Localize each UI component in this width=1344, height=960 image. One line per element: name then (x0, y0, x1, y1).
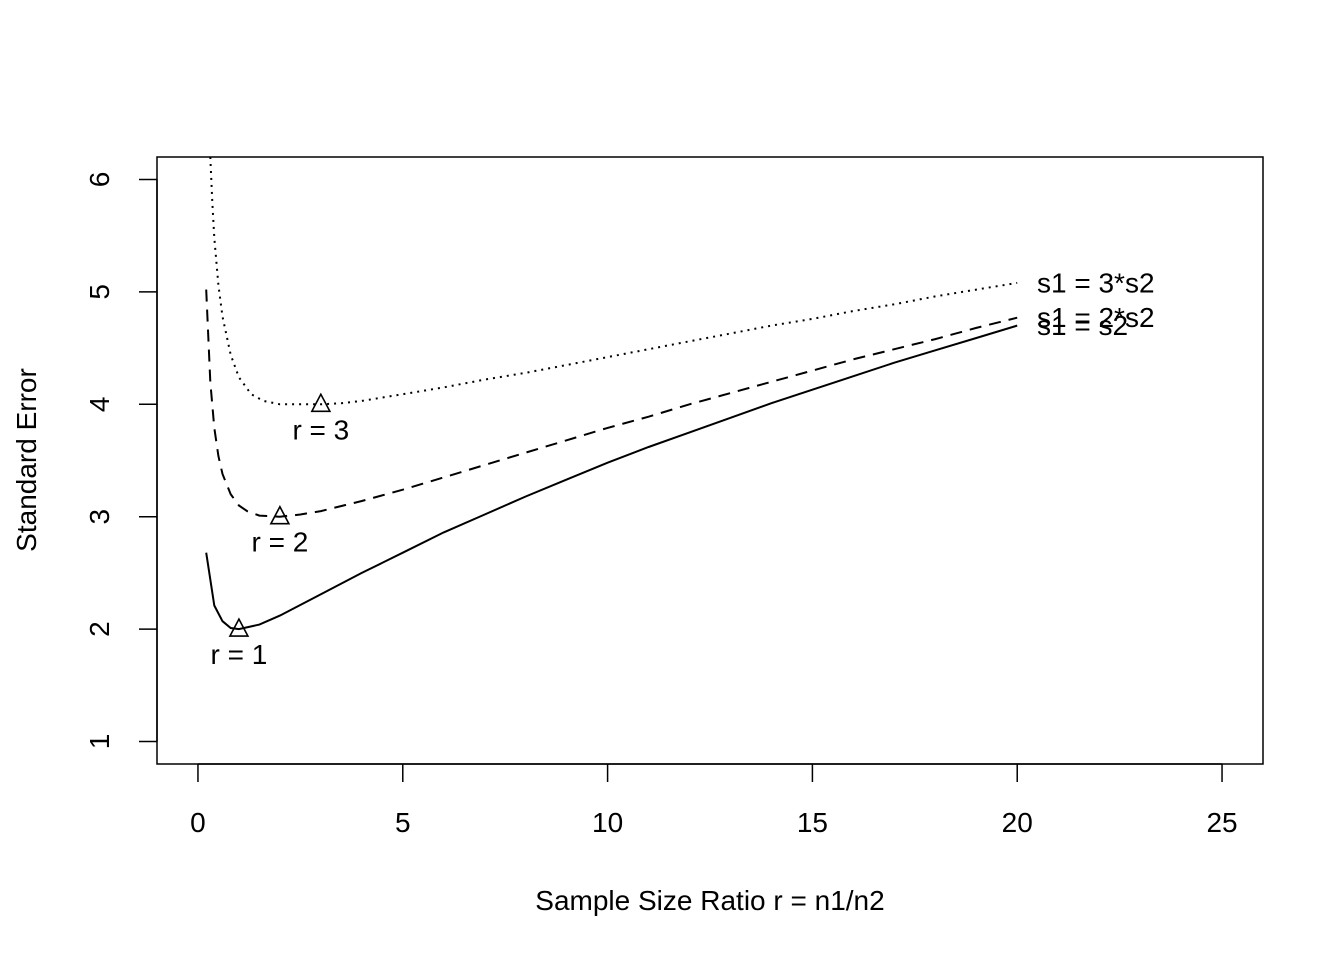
minimum-marker-3 (310, 392, 332, 413)
x-axis-title: Sample Size Ratio r = n1/n2 (535, 885, 884, 916)
series-label-1: s1 = s2 (1037, 310, 1128, 341)
marker-layer (228, 392, 332, 637)
series-line-1 (205, 324, 1018, 631)
y-tick-label-0: 1 (84, 734, 115, 750)
x-tick-label-0: 0 (190, 807, 206, 838)
series-layer (205, 157, 1018, 631)
x-axis: 0 5 10 15 20 25 (190, 763, 1238, 838)
minimum-label-1: r = 1 (211, 639, 268, 670)
y-tick-label-3: 4 (84, 397, 115, 413)
plot-box (156, 156, 1264, 765)
y-tick-label-5: 6 (84, 172, 115, 188)
minimum-label-2: r = 2 (251, 527, 308, 558)
y-tick-label-4: 5 (84, 284, 115, 300)
x-tick-label-3: 15 (797, 807, 828, 838)
y-tick-label-2: 3 (84, 509, 115, 525)
series-label-2: s1 = 2*s2 (1037, 302, 1155, 333)
series-line-2 (205, 289, 1018, 518)
label-layer: s1 = s2 r = 1 s1 = 2*s2 r = 2 s1 = 3*s2 r = 3 (211, 267, 1155, 670)
series-line-3 (209, 157, 1018, 406)
y-tick-label-1: 2 (84, 621, 115, 637)
x-tick-label-1: 5 (395, 807, 411, 838)
series-label-3: s1 = 3*s2 (1037, 267, 1155, 298)
minimum-marker-2 (269, 504, 291, 525)
y-axis-title: Standard Error (11, 368, 42, 552)
x-tick-label-2: 10 (592, 807, 623, 838)
y-axis: 1 2 3 4 5 6 (84, 172, 158, 750)
x-tick-label-5: 25 (1206, 807, 1237, 838)
minimum-label-3: r = 3 (292, 414, 349, 445)
minimum-marker-1 (228, 617, 250, 637)
x-tick-label-4: 20 (1002, 807, 1033, 838)
